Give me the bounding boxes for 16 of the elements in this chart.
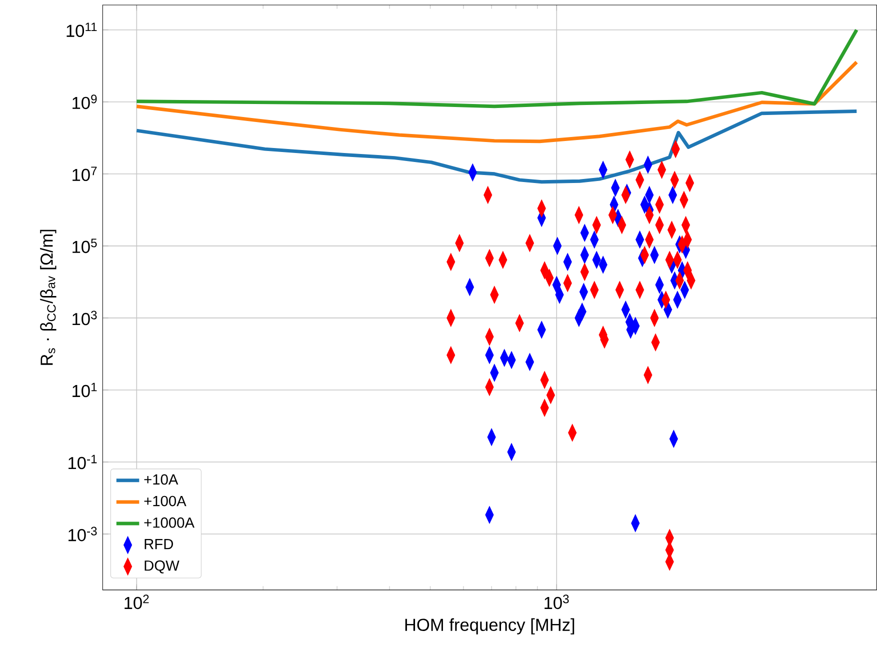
legend-label: +100A <box>144 496 186 506</box>
y-tick-label: 10$^{-3}$ <box>68 526 97 542</box>
y-tick-label: 10$^{3}$ <box>72 310 97 326</box>
y-axis-title: R$_{s}$ · β$_{CC}$/β$_{av}$ [Ω/m] <box>40 230 56 366</box>
x-tick-label: 10$^{2}$ <box>124 594 149 610</box>
legend-label: +1000A <box>144 518 194 528</box>
y-tick-label: 10$^{11}$ <box>66 22 97 38</box>
legend-label: RFD <box>144 539 174 550</box>
y-tick-label: 10$^{7}$ <box>72 166 97 182</box>
legend-label: +10A <box>144 474 178 485</box>
x-axis-title: HOM frequency [MHz] <box>405 618 574 635</box>
y-tick-label: 10$^{1}$ <box>72 383 97 398</box>
y-tick-label: 10$^{5}$ <box>72 238 97 254</box>
legend-label: DQW <box>144 560 180 574</box>
y-tick-label: 10$^{9}$ <box>72 94 97 110</box>
y-tick-label: 10$^{-1}$ <box>68 455 97 470</box>
